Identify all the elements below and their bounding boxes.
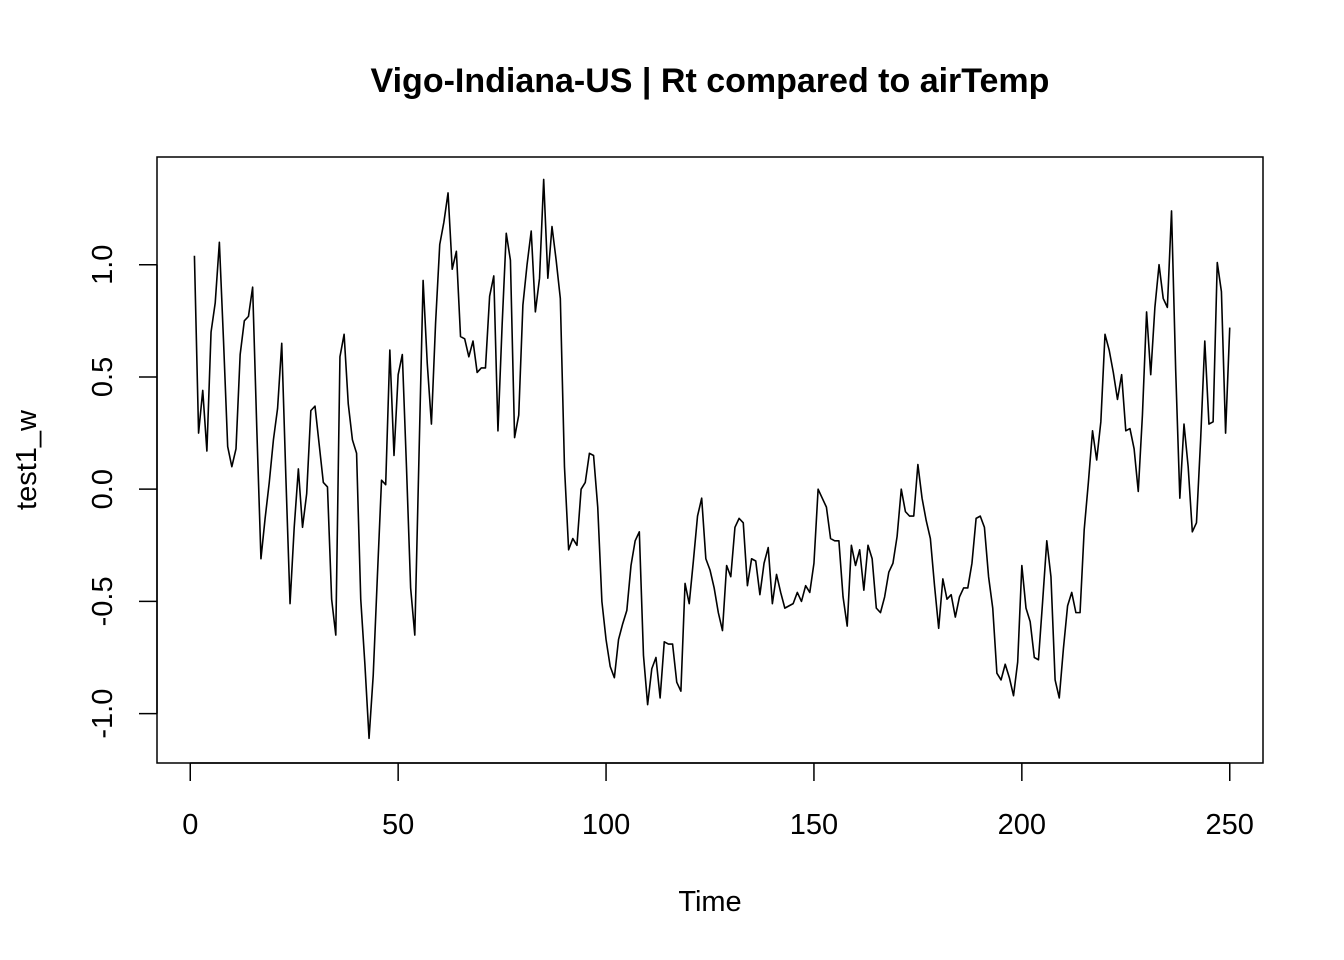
x-tick-label: 200 [998, 809, 1046, 841]
y-tick-label: -1.0 [87, 689, 119, 739]
y-tick-label: 0.5 [87, 357, 119, 397]
x-tick-label: 50 [382, 809, 414, 841]
x-tick-label: 150 [790, 809, 838, 841]
chart-title: Vigo-Indiana-US | Rt compared to airTemp [371, 62, 1050, 100]
y-axis-label: test1_w [11, 409, 43, 510]
x-tick-label: 100 [582, 809, 630, 841]
y-tick-label: 0.0 [87, 469, 119, 509]
y-tick-label: 1.0 [87, 245, 119, 285]
y-axis: -1.0 -0.5 0.0 0.5 1.0 [87, 245, 158, 739]
x-axis-label: Time [678, 886, 741, 918]
x-tick-label: 0 [182, 809, 198, 841]
x-axis: 0 50 100 150 200 250 [182, 762, 1254, 841]
y-tick-label: -0.5 [87, 576, 119, 626]
series-line [193, 178, 1231, 740]
x-tick-label: 250 [1206, 809, 1254, 841]
